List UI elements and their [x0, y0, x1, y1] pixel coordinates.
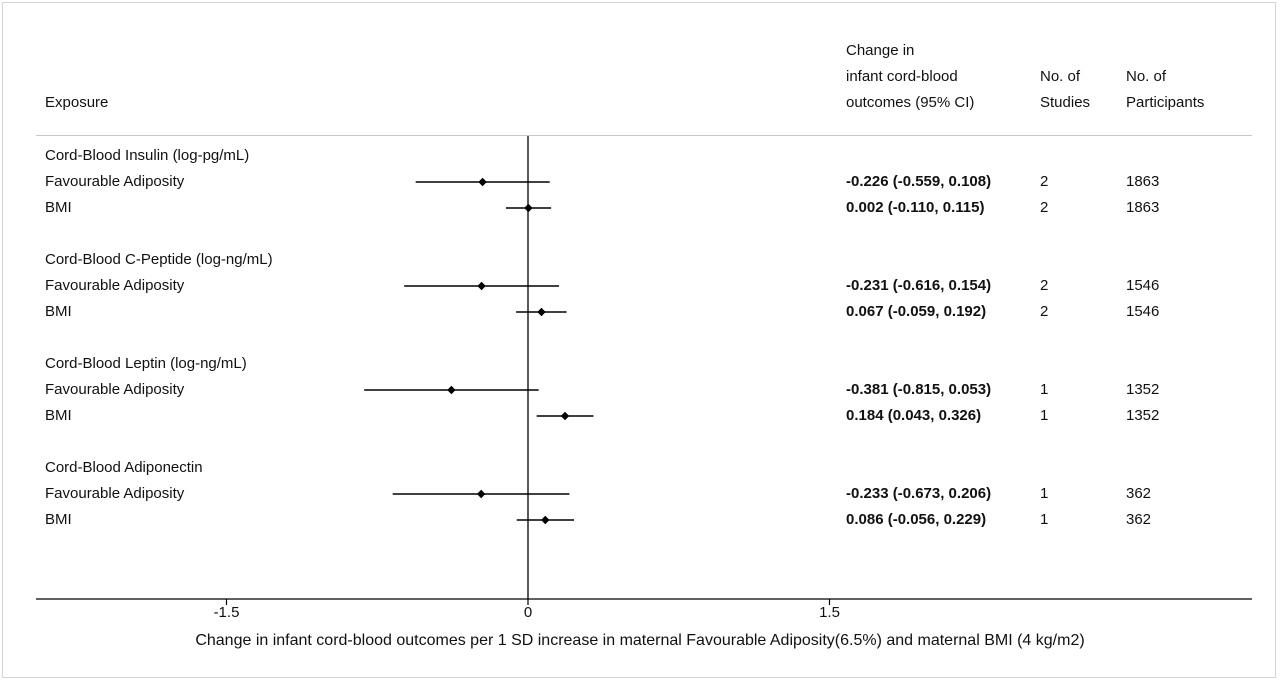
row-estimate-ci: -0.226 (-0.559, 0.108) — [846, 173, 992, 190]
point-estimate — [478, 177, 487, 187]
point-estimate — [541, 515, 550, 525]
row-participants: 1863 — [1126, 173, 1160, 190]
column-header-exposure: Exposure — [45, 94, 109, 111]
row-estimate-ci: -0.231 (-0.616, 0.154) — [846, 277, 992, 294]
row-participants: 1352 — [1126, 381, 1160, 398]
group-title: Cord-Blood Adiponectin — [45, 459, 203, 476]
row-studies: 2 — [1040, 173, 1049, 190]
row-label: BMI — [45, 511, 72, 528]
x-axis-label: Change in infant cord-blood outcomes per… — [195, 632, 1085, 649]
row-estimate-ci: 0.002 (-0.110, 0.115) — [846, 199, 985, 216]
row-label: Favourable Adiposity — [45, 381, 185, 398]
column-header-estimate: Change in infant cord-blood outcomes (95… — [846, 42, 975, 111]
row-estimate-ci: 0.086 (-0.056, 0.229) — [846, 511, 987, 528]
x-tick-label: -1.5 — [214, 604, 240, 621]
row-label: BMI — [45, 199, 72, 216]
row-studies: 2 — [1040, 303, 1049, 320]
row-studies: 2 — [1040, 199, 1049, 216]
row-estimate-ci: 0.067 (-0.059, 0.192) — [846, 303, 987, 320]
point-estimate — [476, 489, 486, 499]
header-separator — [36, 135, 1252, 136]
point-estimate — [537, 307, 546, 317]
group-title: Cord-Blood C-Peptide (log-ng/mL) — [45, 251, 273, 268]
x-tick-label: 0 — [524, 604, 532, 621]
row-studies: 1 — [1040, 511, 1049, 528]
point-estimate — [560, 411, 570, 421]
point-estimate — [524, 203, 533, 213]
point-estimate — [447, 385, 456, 395]
row-participants: 1352 — [1126, 407, 1160, 424]
row-participants: 1546 — [1126, 277, 1160, 294]
row-studies: 1 — [1040, 485, 1049, 502]
row-label: BMI — [45, 407, 72, 424]
x-tick-label: 1.5 — [819, 604, 840, 621]
row-participants: 362 — [1126, 485, 1152, 502]
row-label: BMI — [45, 303, 72, 320]
point-estimate — [477, 281, 486, 291]
row-label: Favourable Adiposity — [45, 277, 185, 294]
column-header-participants: No. of Participants — [1126, 68, 1205, 111]
group-title: Cord-Blood Insulin (log-pg/mL) — [45, 147, 250, 164]
row-studies: 1 — [1040, 407, 1049, 424]
row-participants: 1863 — [1126, 199, 1160, 216]
row-studies: 2 — [1040, 277, 1049, 294]
row-estimate-ci: -0.233 (-0.673, 0.206) — [846, 485, 992, 502]
column-header-studies: No. of Studies — [1040, 68, 1091, 111]
row-participants: 362 — [1126, 511, 1152, 528]
row-estimate-ci: -0.381 (-0.815, 0.053) — [846, 381, 992, 398]
row-estimate-ci: 0.184 (0.043, 0.326) — [846, 407, 982, 424]
group-title: Cord-Blood Leptin (log-ng/mL) — [45, 355, 247, 372]
row-participants: 1546 — [1126, 303, 1160, 320]
row-label: Favourable Adiposity — [45, 173, 185, 190]
row-studies: 1 — [1040, 381, 1049, 398]
row-label: Favourable Adiposity — [45, 485, 185, 502]
